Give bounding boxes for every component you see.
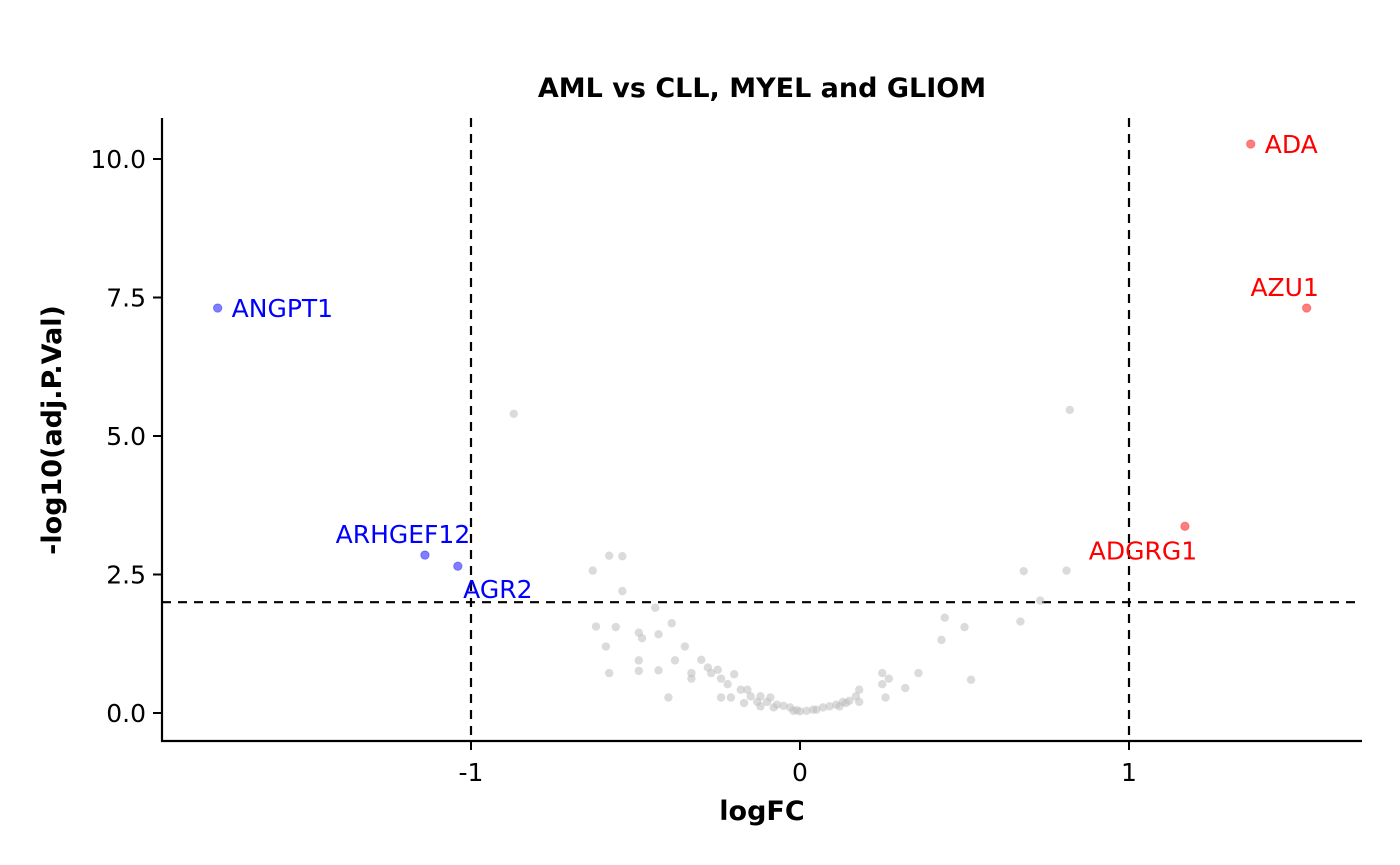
ns-point <box>884 674 894 683</box>
ns-point <box>743 685 752 694</box>
gene-label: AGR2 <box>463 575 532 604</box>
x-axis-label: logFC <box>719 796 804 827</box>
ns-point <box>1016 617 1025 626</box>
gene-label: ANGPT1 <box>232 294 333 323</box>
ns-point <box>808 705 818 714</box>
significant-point <box>212 303 223 313</box>
ns-point <box>966 675 976 684</box>
ns-point <box>667 619 676 628</box>
ns-point <box>940 613 949 622</box>
ns-point <box>687 674 696 683</box>
ns-point <box>730 670 739 679</box>
threshold-lines <box>162 118 1362 741</box>
ns-point <box>1035 596 1045 605</box>
ns-point <box>878 668 887 678</box>
significant-points <box>212 139 1312 571</box>
ns-point <box>637 634 647 643</box>
y-tick-label: 0.0 <box>106 699 146 728</box>
ns-point <box>855 697 864 707</box>
ns-point <box>818 703 828 712</box>
ns-point <box>825 702 834 711</box>
ns-point <box>618 552 627 561</box>
significant-point <box>453 561 463 571</box>
ns-point <box>845 696 854 706</box>
ns-point <box>706 668 716 678</box>
gene-label: AZU1 <box>1250 273 1318 302</box>
significant-point <box>420 550 430 560</box>
ns-point <box>604 551 614 560</box>
ns-point <box>901 683 910 693</box>
ns-point <box>1065 405 1074 415</box>
gene-label: ADGRG1 <box>1089 536 1197 565</box>
ns-point <box>914 668 923 678</box>
ns-point <box>634 656 643 665</box>
significant-point <box>1301 303 1312 313</box>
ns-point <box>769 703 778 712</box>
ns-point <box>881 693 890 702</box>
ns-point <box>762 697 772 707</box>
ns-point <box>739 698 749 708</box>
ns-point <box>651 603 660 612</box>
ns-point <box>509 409 518 419</box>
ns-point <box>604 668 614 678</box>
ns-point <box>601 642 611 651</box>
x-tick-label: 1 <box>1121 758 1137 787</box>
x-axis-ticks: -1 0 1 <box>459 741 1137 787</box>
ns-point <box>716 693 726 702</box>
y-tick-label: 7.5 <box>106 284 146 313</box>
ns-point <box>664 693 673 702</box>
ns-point <box>1019 566 1028 576</box>
gene-labels: ADA AZU1 ADGRG1 ANGPT1 ARHGEF12 AGR2 <box>232 130 1319 604</box>
y-tick-label: 10.0 <box>90 145 146 174</box>
non-significant-points <box>509 405 1074 716</box>
ns-point <box>618 586 627 596</box>
ns-point <box>878 679 887 689</box>
ns-point <box>723 679 732 689</box>
y-axis-label: -log10(adj.P.Val) <box>37 305 68 555</box>
ns-point <box>746 692 755 701</box>
ns-point <box>716 674 726 683</box>
ns-point <box>756 702 765 711</box>
y-axis-ticks: 0.0 2.5 5.0 7.5 10.0 <box>90 145 162 728</box>
ns-point <box>611 622 620 632</box>
y-tick-label: 2.5 <box>106 561 146 590</box>
ns-point <box>736 685 745 694</box>
ns-point <box>802 706 811 715</box>
ns-point <box>588 566 597 575</box>
gene-label: ARHGEF12 <box>336 520 471 549</box>
ns-point <box>697 655 706 665</box>
ns-point <box>634 666 643 676</box>
ns-point <box>937 635 946 645</box>
ns-point <box>654 666 663 675</box>
gene-label: ADA <box>1265 130 1318 159</box>
significant-point <box>1180 521 1190 532</box>
ns-point <box>779 701 788 710</box>
ns-point <box>855 685 864 694</box>
y-tick-label: 5.0 <box>106 422 146 451</box>
ns-point <box>680 642 690 651</box>
ns-point <box>960 622 969 632</box>
ns-point <box>1062 566 1071 575</box>
ns-point <box>726 693 736 702</box>
ns-point <box>591 622 601 631</box>
ns-point <box>838 697 847 707</box>
chart-title: AML vs CLL, MYEL and GLIOM <box>538 73 986 104</box>
x-tick-label: 0 <box>792 758 808 787</box>
significant-point <box>1246 139 1256 149</box>
x-tick-label: -1 <box>459 758 484 787</box>
ns-point <box>792 706 801 715</box>
ns-point <box>654 630 663 639</box>
ns-point <box>713 665 722 674</box>
ns-point <box>670 656 680 665</box>
